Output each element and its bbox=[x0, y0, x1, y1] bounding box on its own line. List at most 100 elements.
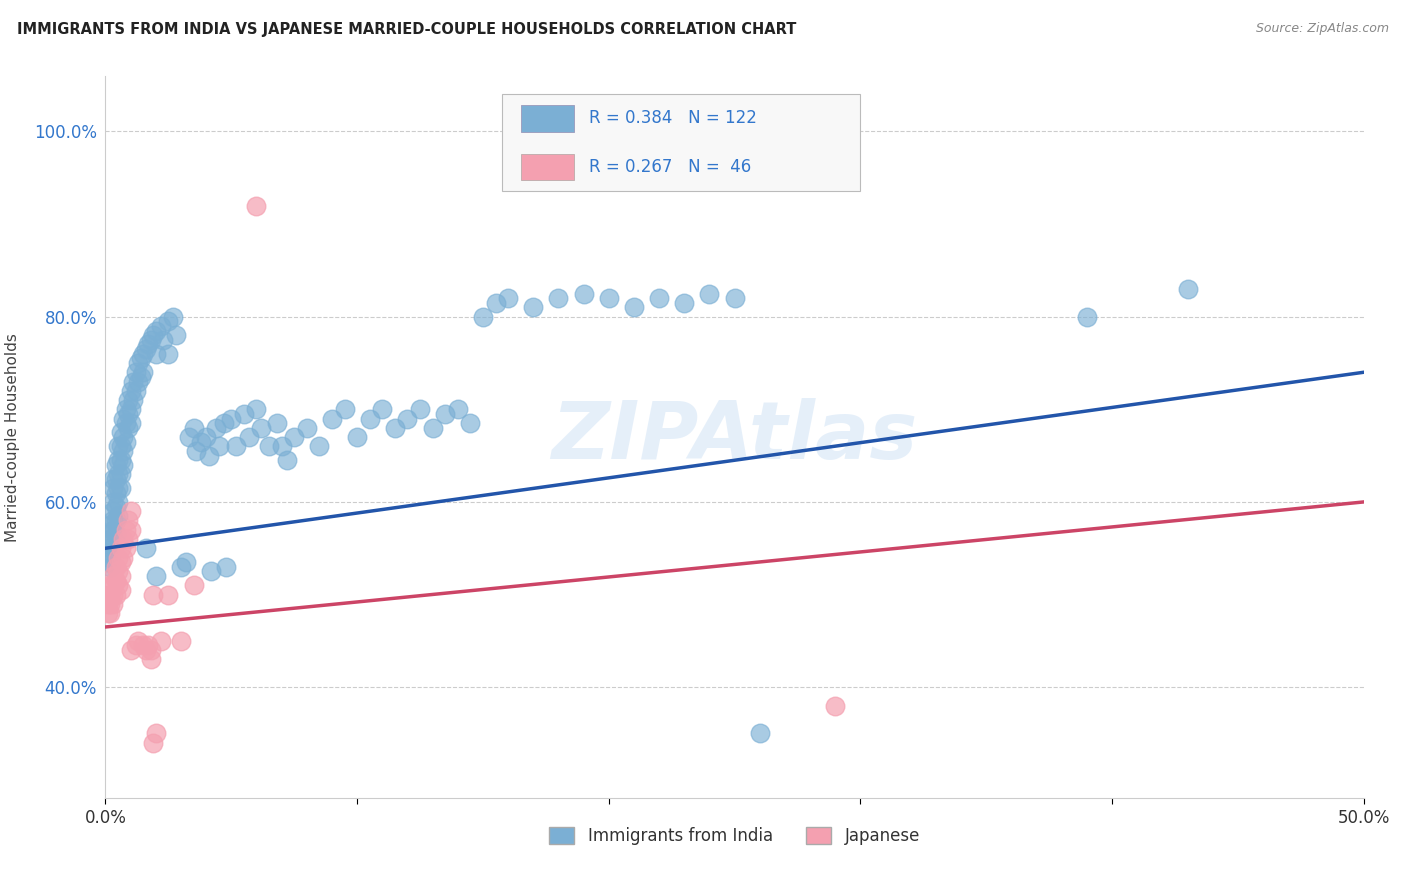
Point bbox=[152, 333, 174, 347]
Point bbox=[107, 508, 129, 523]
Point bbox=[114, 523, 136, 537]
Point bbox=[104, 513, 127, 527]
Point bbox=[100, 588, 122, 602]
Point bbox=[117, 407, 139, 421]
Point bbox=[122, 392, 145, 407]
Point bbox=[114, 416, 136, 430]
Point bbox=[165, 328, 187, 343]
Point bbox=[101, 569, 124, 583]
Point bbox=[101, 495, 124, 509]
Point bbox=[110, 569, 132, 583]
Point bbox=[522, 301, 544, 315]
Point bbox=[460, 416, 482, 430]
Point bbox=[110, 582, 132, 597]
Point bbox=[135, 342, 157, 356]
Point bbox=[205, 421, 228, 435]
Point bbox=[127, 356, 149, 370]
Point bbox=[112, 430, 135, 444]
Point bbox=[101, 513, 124, 527]
Point bbox=[112, 532, 135, 546]
Point bbox=[208, 439, 231, 453]
Point bbox=[699, 286, 721, 301]
Point bbox=[170, 559, 193, 574]
Point bbox=[136, 337, 159, 351]
Point bbox=[673, 295, 696, 310]
Point bbox=[170, 633, 193, 648]
Point bbox=[124, 384, 146, 398]
Point bbox=[104, 472, 127, 486]
Point bbox=[107, 453, 129, 467]
Point bbox=[384, 421, 406, 435]
Point bbox=[1076, 310, 1098, 324]
Point bbox=[100, 550, 122, 565]
Point bbox=[572, 286, 595, 301]
Point bbox=[104, 559, 127, 574]
Point bbox=[120, 504, 142, 518]
Point bbox=[110, 439, 132, 453]
Point bbox=[496, 291, 519, 305]
Point bbox=[97, 536, 120, 550]
Point bbox=[1177, 282, 1199, 296]
Point bbox=[142, 588, 165, 602]
Point bbox=[132, 639, 155, 653]
Point bbox=[648, 291, 671, 305]
Point bbox=[190, 434, 212, 449]
FancyBboxPatch shape bbox=[502, 94, 860, 192]
Point bbox=[132, 347, 155, 361]
Point bbox=[200, 565, 222, 579]
Point bbox=[107, 467, 129, 482]
Point bbox=[250, 421, 273, 435]
Text: Source: ZipAtlas.com: Source: ZipAtlas.com bbox=[1256, 22, 1389, 36]
Point bbox=[149, 633, 172, 648]
Point bbox=[162, 310, 184, 324]
Point bbox=[104, 527, 127, 541]
Point bbox=[447, 402, 470, 417]
Point bbox=[101, 481, 124, 495]
Point bbox=[149, 318, 172, 333]
Point bbox=[136, 639, 159, 653]
Point bbox=[100, 541, 122, 556]
Point bbox=[195, 430, 218, 444]
Point bbox=[157, 588, 180, 602]
Point bbox=[824, 698, 846, 713]
FancyBboxPatch shape bbox=[520, 105, 574, 132]
Point bbox=[120, 384, 142, 398]
Point bbox=[321, 411, 343, 425]
Point bbox=[101, 472, 124, 486]
Point bbox=[139, 333, 162, 347]
Point bbox=[333, 402, 356, 417]
Point bbox=[215, 559, 238, 574]
Point bbox=[120, 402, 142, 417]
Point bbox=[117, 513, 139, 527]
Point bbox=[266, 416, 288, 430]
Point bbox=[177, 430, 200, 444]
Point bbox=[104, 500, 127, 514]
Point bbox=[100, 578, 122, 592]
Point bbox=[139, 643, 162, 657]
Point bbox=[145, 726, 167, 740]
FancyBboxPatch shape bbox=[520, 153, 574, 180]
Point bbox=[212, 416, 235, 430]
Point bbox=[112, 444, 135, 458]
Point bbox=[308, 439, 330, 453]
Point bbox=[97, 527, 120, 541]
Point bbox=[107, 481, 129, 495]
Point bbox=[100, 559, 122, 574]
Point bbox=[276, 453, 298, 467]
Point bbox=[124, 365, 146, 379]
Point bbox=[471, 310, 495, 324]
Point bbox=[142, 736, 165, 750]
Point bbox=[107, 565, 129, 579]
Point bbox=[135, 643, 157, 657]
Point bbox=[112, 411, 135, 425]
Point bbox=[110, 541, 132, 556]
Point bbox=[748, 726, 770, 740]
Point bbox=[97, 555, 120, 569]
Point bbox=[107, 550, 129, 565]
Point bbox=[101, 523, 124, 537]
Point bbox=[129, 351, 152, 366]
Point bbox=[112, 550, 135, 565]
Point bbox=[110, 555, 132, 569]
Point bbox=[100, 606, 122, 620]
Point bbox=[157, 347, 180, 361]
